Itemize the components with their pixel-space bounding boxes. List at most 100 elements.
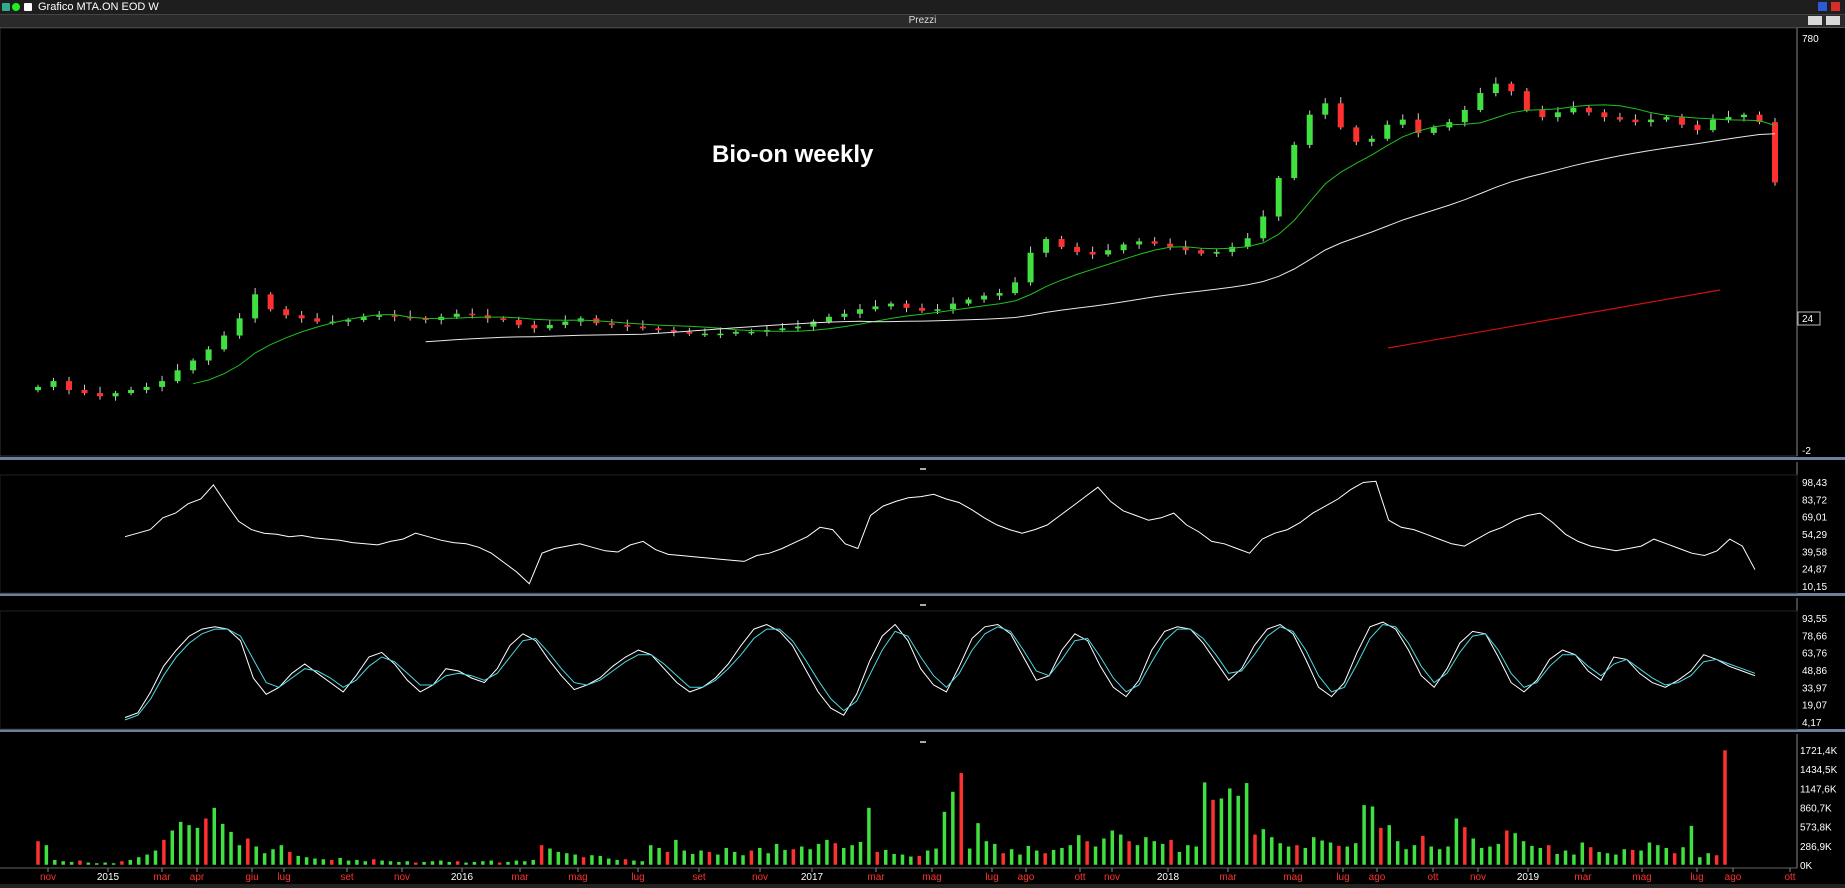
panel-separator[interactable] [0, 457, 1845, 460]
volume-bar [1076, 834, 1081, 866]
volume-bar [203, 817, 209, 866]
volume-bar [1160, 843, 1165, 866]
volume-bar [312, 858, 318, 866]
volume-bar [1512, 832, 1518, 866]
candle-body [1089, 251, 1096, 255]
candle-body [1725, 117, 1732, 120]
volume-bar [1714, 854, 1719, 866]
candle-body [453, 313, 460, 317]
volume-bar [1051, 849, 1056, 866]
volume-bar [933, 848, 939, 866]
volume-bar [673, 839, 679, 866]
price-panel-label: Prezzi [908, 15, 937, 26]
resize-handle[interactable] [920, 741, 926, 743]
time-axis: nov 2015 mar apr giu lug set nov 2016 mar mag lug se… [0, 867, 1797, 883]
time-axis-label: nov [1104, 872, 1120, 883]
panel-separator[interactable] [0, 593, 1845, 596]
volume-bar [723, 847, 729, 866]
candle-body [1074, 246, 1081, 252]
resize-handle[interactable] [920, 604, 926, 606]
volume-bar [94, 862, 100, 866]
volume-bar [304, 856, 309, 866]
close-button[interactable] [1831, 2, 1840, 11]
candle-body [1198, 250, 1205, 254]
volume-bar [1403, 848, 1409, 866]
panel-minimize-button[interactable] [1808, 16, 1822, 25]
candle-body [1167, 243, 1174, 247]
candle-body [236, 318, 243, 336]
volume-bar [1328, 842, 1333, 866]
volume-bar [1261, 828, 1266, 866]
volume-bar [1101, 838, 1107, 866]
candle-body [965, 299, 972, 304]
panel-close-button[interactable] [1826, 16, 1840, 25]
volume-bar [1370, 805, 1375, 866]
candle-body [670, 330, 677, 332]
volume-bar [1110, 830, 1115, 866]
volume-bar [1345, 846, 1350, 866]
volume-bar [849, 844, 855, 866]
time-axis-label: mag [1283, 872, 1302, 883]
volume-bar [371, 858, 376, 866]
volume-bar [1613, 854, 1619, 866]
volume-bar [908, 856, 914, 866]
axis-tick-label: 54,29 [1802, 530, 1827, 541]
candle-body [422, 318, 429, 320]
time-axis-label: ott [1784, 872, 1795, 883]
time-axis-label: lug [631, 872, 644, 883]
volume-bar [732, 851, 737, 866]
price-axis-tick: -2 [1802, 446, 1811, 457]
volume-bar [463, 862, 469, 866]
resize-handle[interactable] [920, 468, 926, 470]
axis-tick-label: 78,66 [1802, 631, 1827, 642]
axis-tick-label: 98,43 [1802, 478, 1827, 489]
time-axis-label: 2017 [801, 872, 824, 883]
volume-bar [614, 859, 620, 866]
restore-button[interactable] [1818, 2, 1827, 11]
volume-bar [875, 851, 880, 866]
candle-body [639, 326, 646, 329]
candle-body [1213, 251, 1220, 254]
candle-body [996, 293, 1003, 296]
panel-separator[interactable] [0, 729, 1845, 732]
volume-bar [1462, 826, 1468, 866]
volume-bar [1571, 854, 1577, 866]
candle-body [1229, 246, 1236, 252]
candle-body [159, 381, 166, 387]
candle-body [1058, 239, 1065, 247]
volume-bar [640, 860, 645, 866]
volume-bar [354, 859, 360, 866]
time-axis-label: apr [190, 872, 205, 883]
axis-tick-label: 10,15 [1802, 582, 1827, 593]
volume-bar [572, 854, 578, 866]
candle-body [934, 309, 941, 311]
volume-bar [1303, 847, 1308, 866]
volume-bar [1395, 840, 1400, 866]
volume-bar [1126, 840, 1132, 866]
volume-bar [279, 844, 284, 866]
candle-body [1244, 238, 1251, 247]
volume-bar [1580, 842, 1585, 866]
time-axis-label: 2016 [451, 872, 474, 883]
candle-body [174, 370, 181, 382]
axis-tick-label: 1147,6K [1800, 784, 1837, 795]
volume-bar [1177, 851, 1182, 866]
volume-bar [438, 860, 444, 866]
candle-body [267, 294, 274, 310]
volume-bar [522, 860, 528, 866]
candle-body [1043, 239, 1050, 253]
time-axis-label: set [692, 872, 706, 883]
window-menu-icon[interactable] [24, 3, 32, 11]
candle-body [950, 303, 957, 310]
volume-bar [1143, 836, 1149, 866]
time-axis-label: nov [1470, 872, 1486, 883]
volume-bar [52, 859, 58, 866]
candle-body [1182, 246, 1189, 251]
chart-title: Bio-on weekly [712, 141, 874, 168]
volume-bar [1068, 844, 1073, 866]
candle-body [97, 393, 104, 397]
stochastic-k-line [124, 621, 1756, 718]
app-icon [2, 3, 10, 11]
volume-bar [480, 860, 486, 866]
